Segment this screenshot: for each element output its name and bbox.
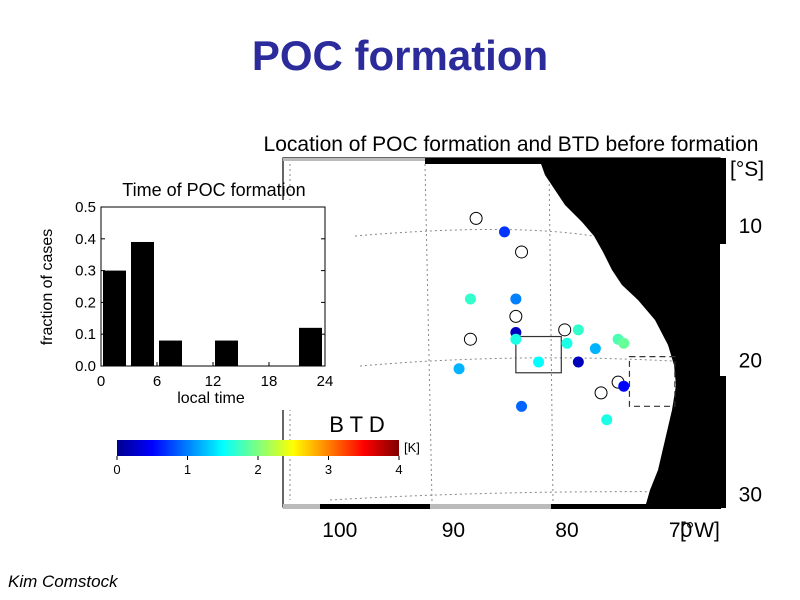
formation-point (499, 226, 510, 238)
map-x-unit: [°W] (680, 519, 720, 542)
colorbar-ticks: 0 1 2 3 4 (113, 456, 403, 477)
open-formation-point (469, 211, 483, 225)
colorbar-tick-label: 0 (113, 462, 120, 477)
open-formation-point (463, 332, 477, 346)
formation-point (453, 363, 465, 375)
btd-colorbar: B T D [K] 0 1 2 3 4 (113, 412, 420, 477)
histogram-y-tick-label: 0.1 (75, 326, 96, 343)
formation-point (589, 343, 601, 355)
histogram-bar (131, 241, 154, 366)
map-y-unit: [°S] (730, 158, 764, 181)
open-formation-point (558, 323, 572, 337)
histogram-bar (159, 340, 182, 366)
map-x-ticks: 100 90 80 70 (322, 519, 692, 542)
formation-point (601, 414, 613, 426)
map-frame-bottom-light-1 (283, 504, 320, 509)
map-points (453, 211, 630, 426)
formation-point (533, 356, 545, 368)
graticule-lon-80 (548, 163, 554, 503)
colorbar-gradient (117, 440, 399, 456)
graticule-lat-30 (329, 491, 691, 501)
formation-point (510, 293, 522, 305)
time-histogram: Time of POC formation 0.0 0.1 0.2 0.3 0.4 0.5… (39, 180, 340, 410)
graticule-lat-10 (354, 228, 606, 239)
histogram-bar (103, 270, 126, 366)
histogram-bars (103, 241, 322, 366)
map-frame-bottom-light-2 (430, 504, 551, 509)
formation-point (464, 293, 476, 305)
map-y-ticks: 10 20 30 (739, 215, 762, 506)
map-x-tick-label: 80 (555, 519, 578, 542)
open-formation-point (594, 386, 608, 400)
open-formation-point (515, 245, 529, 259)
histogram-x-label: local time (177, 390, 245, 407)
histogram-bar (215, 340, 238, 366)
formation-point (572, 356, 584, 368)
map-y-tick-label: 30 (739, 484, 762, 507)
histogram-y-label: fraction of cases (39, 229, 56, 346)
map-y-tick-label: 20 (739, 349, 762, 372)
formation-point (561, 337, 573, 349)
histogram-y-tick-label: 0.3 (75, 263, 96, 280)
histogram-title: Time of POC formation (122, 180, 305, 200)
histogram-x-tick-label: 12 (205, 373, 222, 390)
map-title: Location of POC formation and BTD before… (264, 133, 759, 156)
graticule-lon-90 (424, 163, 433, 503)
open-formation-point (509, 309, 523, 323)
map-frame-right-gap (720, 244, 726, 376)
colorbar-tick-label: 4 (395, 462, 402, 477)
histogram-bar (299, 327, 322, 366)
location-map: Location of POC formation and BTD before… (264, 133, 765, 542)
histogram-y-ticks: 0.0 0.1 0.2 0.3 0.4 0.5 (75, 199, 325, 375)
formation-point (618, 337, 630, 349)
map-x-tick-label: 70 (669, 519, 692, 542)
colorbar-tick-label: 3 (325, 462, 332, 477)
formation-point (572, 324, 584, 336)
histogram-x-tick-label: 0 (97, 373, 105, 390)
histogram-x-tick-label: 6 (153, 373, 161, 390)
histogram-y-tick-label: 0.2 (75, 294, 96, 311)
histogram-x-tick-label: 24 (317, 373, 334, 390)
solid-region-box (515, 335, 562, 374)
map-x-tick-label: 100 (322, 519, 357, 542)
histogram-y-tick-label: 0.0 (75, 358, 96, 375)
histogram-y-tick-label: 0.5 (75, 199, 96, 216)
formation-point (618, 380, 630, 392)
formation-point (516, 400, 528, 412)
colorbar-unit: [K] (404, 440, 420, 455)
colorbar-label: B T D (329, 412, 384, 437)
map-x-tick-label: 90 (442, 519, 465, 542)
histogram-x-tick-label: 18 (261, 373, 278, 390)
histogram-x-ticks: 0 6 12 18 24 (97, 362, 334, 390)
map-y-tick-label: 10 (739, 215, 762, 238)
slide-title: POC formation (251, 32, 549, 79)
formation-point (510, 333, 522, 345)
colorbar-tick-label: 1 (184, 462, 191, 477)
map-boxes (515, 335, 676, 407)
dashed-region-box (628, 356, 676, 407)
histogram-y-tick-label: 0.4 (75, 231, 96, 248)
land-south-america (540, 161, 720, 504)
colorbar-tick-label: 2 (254, 462, 261, 477)
author-credit: Kim Comstock (8, 572, 118, 591)
graticule-lat-20 (359, 357, 691, 367)
